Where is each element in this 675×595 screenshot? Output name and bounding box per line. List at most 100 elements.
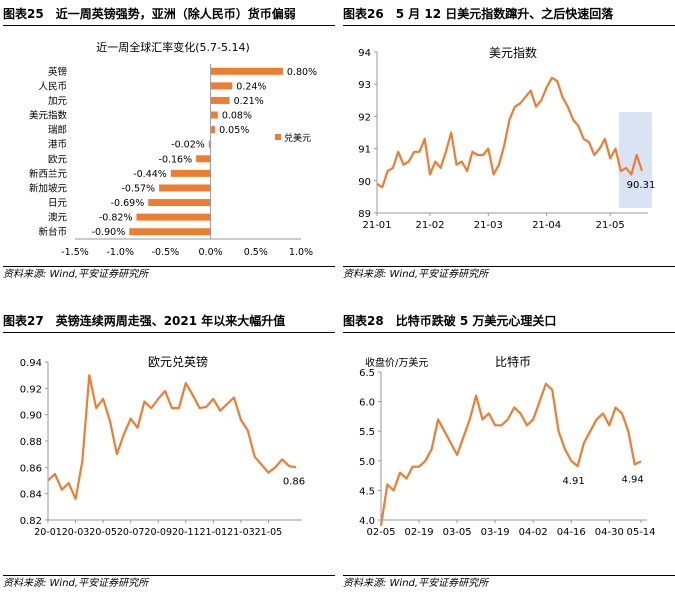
y-tick-label: 89 bbox=[358, 209, 371, 220]
series-line bbox=[47, 374, 297, 500]
figure-number: 图表26 bbox=[343, 7, 384, 21]
y-tick-label: 6.5 bbox=[359, 368, 375, 379]
data-label: 0.05% bbox=[219, 125, 249, 136]
y-tick-label: 90 bbox=[358, 177, 371, 188]
bar bbox=[148, 199, 211, 207]
bar bbox=[210, 111, 218, 119]
x-tick-label: 20-11 bbox=[172, 527, 200, 538]
bar bbox=[210, 82, 233, 90]
y-tick-label: 94 bbox=[358, 48, 371, 59]
series-line bbox=[379, 382, 642, 527]
x-tick-label: 20-07 bbox=[117, 527, 145, 538]
y-tick-label: 0.92 bbox=[20, 384, 42, 395]
line-chart: 美元指数 89 90 91 92 93 94 21-01 21-02 21-03 21-04 21-… bbox=[358, 45, 656, 231]
y-tick-label: 0.84 bbox=[20, 490, 42, 501]
data-label: 4.94 bbox=[622, 474, 644, 485]
bar bbox=[159, 184, 211, 192]
category-label: 加元 bbox=[48, 96, 68, 107]
figure-title: 比特币跌破 5 万美元心理关口 bbox=[395, 314, 557, 328]
y-tick-label: 5.5 bbox=[359, 427, 375, 438]
x-tick-label: 03-19 bbox=[481, 527, 510, 538]
y-tick-label: 91 bbox=[358, 145, 371, 156]
data-label: 90.31 bbox=[627, 180, 656, 191]
y-axis-label: 收盘价/万美元 bbox=[365, 356, 428, 369]
y-tick-label: 92 bbox=[358, 112, 371, 123]
y-tick-label: 4.5 bbox=[359, 486, 375, 497]
category-label: 新台币 bbox=[38, 226, 67, 238]
data-label: -0.69% bbox=[111, 198, 145, 209]
category-label: 英镑 bbox=[48, 66, 67, 78]
category-label: 日元 bbox=[48, 198, 68, 209]
x-tick-label: 0.0% bbox=[199, 247, 223, 258]
figure-number: 图表27 bbox=[3, 314, 44, 328]
y-tick-label: 0.90 bbox=[20, 411, 42, 422]
figure-title: 5 月 12 日美元指数蹿升、之后快速回落 bbox=[395, 7, 614, 21]
legend-swatch bbox=[275, 134, 281, 140]
panel-bitcoin: 图表28 比特币跌破 5 万美元心理关口 收盘价/万美元 比特币 4.0 4.5 5.… bbox=[343, 310, 675, 592]
figure-title: 近一周英镑强势，亚洲（除人民币）货币偏弱 bbox=[55, 7, 296, 21]
bar bbox=[210, 126, 216, 134]
bar bbox=[196, 155, 211, 163]
bar-chart: 近一周全球汇率变化(5.7-5.14) -1.5% -1.0% -0.5% 0.0% 0… bbox=[29, 40, 317, 258]
x-tick-label: 20-09 bbox=[144, 527, 172, 538]
figure-number: 图表28 bbox=[343, 314, 384, 328]
bar bbox=[210, 67, 283, 75]
data-label: 0.86 bbox=[283, 476, 305, 487]
data-label: -0.57% bbox=[121, 183, 155, 194]
bar bbox=[136, 213, 211, 221]
x-tick-label: 1.0% bbox=[289, 247, 313, 258]
x-tick-label: 21-05 bbox=[255, 527, 283, 538]
y-tick-label: 6.0 bbox=[359, 398, 375, 409]
panel-header: 图表28 比特币跌破 5 万美元心理关口 bbox=[343, 310, 675, 333]
data-label: 0.24% bbox=[236, 81, 266, 92]
data-label: -0.82% bbox=[99, 213, 133, 224]
panel-dollar-index: 图表26 5 月 12 日美元指数蹿升、之后快速回落 美元指数 89 90 91 92 9… bbox=[343, 3, 675, 283]
source-note: 资料来源: Wind,平安证券研究所 bbox=[343, 575, 675, 592]
x-tick-label: 04-16 bbox=[557, 527, 586, 538]
panel-header: 图表25 近一周英镑强势，亚洲（除人民币）货币偏弱 bbox=[3, 3, 335, 26]
chart-title: 欧元兑英镑 bbox=[148, 354, 208, 369]
y-tick-label: 93 bbox=[358, 80, 371, 91]
chart-title: 近一周全球汇率变化(5.7-5.14) bbox=[96, 40, 250, 54]
chart-title: 美元指数 bbox=[489, 45, 537, 60]
x-tick-label: 02-19 bbox=[405, 527, 434, 538]
x-tick-label: 04-30 bbox=[595, 527, 624, 538]
y-tick-label: 0.88 bbox=[20, 437, 42, 448]
y-tick-label: 0.82 bbox=[20, 516, 42, 527]
x-tick-label: 04-02 bbox=[519, 527, 548, 538]
x-tick-label: 21-01 bbox=[362, 220, 391, 231]
panel-eur-gbp: 图表27 英镑连续两周走强、2021 年以来大幅升值 欧元兑英镑 0.82 0.84… bbox=[3, 310, 335, 592]
data-label: -0.90% bbox=[92, 227, 126, 238]
category-label: 新加坡元 bbox=[29, 182, 68, 194]
data-label: 4.91 bbox=[562, 476, 584, 487]
source-note: 资料来源: Wind,平安证券研究所 bbox=[3, 575, 335, 592]
category-label: 人民币 bbox=[38, 81, 67, 92]
x-tick-label: 02-05 bbox=[366, 527, 395, 538]
x-tick-label: 21-02 bbox=[415, 220, 444, 231]
panel-header: 图表26 5 月 12 日美元指数蹿升、之后快速回落 bbox=[343, 3, 675, 26]
category-label: 瑞郎 bbox=[48, 124, 67, 136]
data-label: 0.80% bbox=[287, 67, 317, 78]
x-tick-label: 0.5% bbox=[244, 247, 268, 258]
data-label: 0.21% bbox=[234, 96, 264, 107]
category-label: 美元指数 bbox=[29, 110, 68, 122]
data-label: -0.16% bbox=[159, 154, 193, 165]
x-tick-label: -0.5% bbox=[152, 247, 180, 258]
y-tick-label: 0.94 bbox=[20, 358, 42, 369]
x-tick-label: 21-05 bbox=[596, 220, 625, 231]
bar bbox=[208, 140, 211, 148]
bar bbox=[170, 169, 211, 177]
x-tick-label: 20-05 bbox=[89, 527, 117, 538]
x-tick-label: 21-03 bbox=[227, 527, 255, 538]
y-tick-label: 4.0 bbox=[359, 516, 375, 527]
y-tick-label: 5.0 bbox=[359, 457, 375, 468]
category-label: 新西兰元 bbox=[29, 168, 68, 180]
source-note: 资料来源: Wind,平安证券研究所 bbox=[343, 266, 675, 283]
x-tick-label: 21-01 bbox=[200, 527, 228, 538]
line-chart: 收盘价/万美元 比特币 4.0 4.5 5.0 5.5 6.0 6.5 02-05 02-19… bbox=[359, 354, 655, 538]
category-label: 港币 bbox=[48, 139, 67, 151]
panel-fx-weekly-change: 图表25 近一周英镑强势，亚洲（除人民币）货币偏弱 近一周全球汇率变化(5.7-5… bbox=[3, 3, 335, 283]
category-label: 澳元 bbox=[48, 212, 68, 224]
panel-header: 图表27 英镑连续两周走强、2021 年以来大幅升值 bbox=[3, 310, 335, 333]
